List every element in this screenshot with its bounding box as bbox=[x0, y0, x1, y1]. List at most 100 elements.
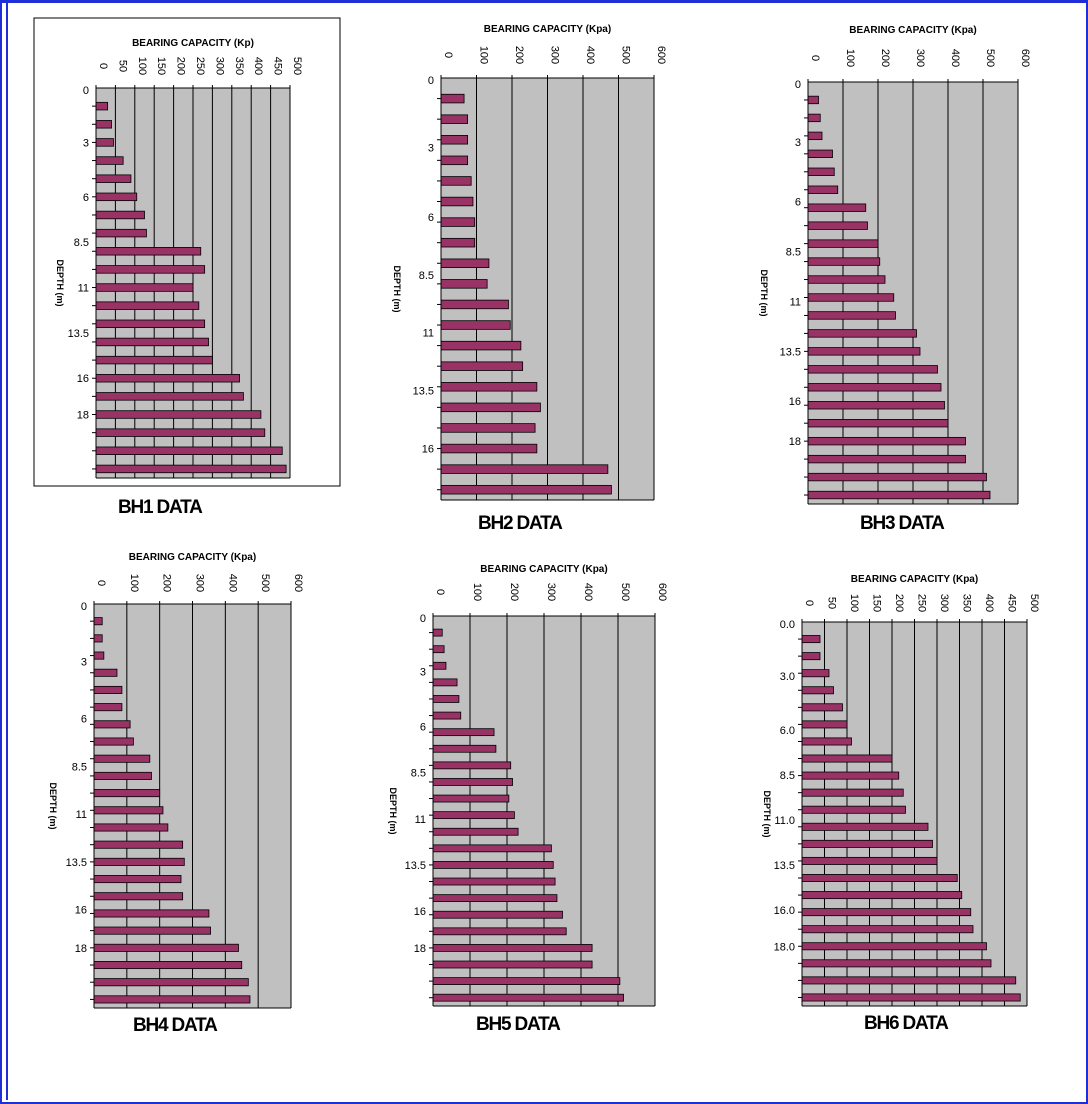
bar bbox=[801, 652, 821, 661]
bar bbox=[807, 365, 938, 374]
bar bbox=[440, 155, 469, 166]
x-tick-label: 600 bbox=[656, 583, 668, 601]
bar bbox=[95, 410, 262, 419]
bar bbox=[432, 927, 567, 936]
bar bbox=[807, 113, 821, 123]
depth-tick-label: 16 bbox=[75, 905, 87, 917]
x-tick-label: 500 bbox=[619, 583, 631, 601]
bar bbox=[432, 894, 558, 903]
bar bbox=[432, 695, 460, 703]
x-tick-label: 100 bbox=[478, 46, 490, 64]
bar bbox=[93, 978, 249, 987]
bar bbox=[807, 472, 987, 482]
bh6-chart: 0 50 100 150 200 250 300 350 400 450 500 BEARING CA… bbox=[762, 574, 1040, 1007]
x-tick-label: 400 bbox=[252, 57, 264, 75]
bar bbox=[807, 383, 942, 392]
bar bbox=[95, 228, 147, 238]
x-tick-label: 200 bbox=[161, 574, 173, 592]
bar bbox=[432, 628, 443, 637]
bar bbox=[807, 275, 886, 284]
bar bbox=[432, 977, 621, 985]
x-tick-label: 500 bbox=[259, 574, 271, 592]
bar bbox=[440, 382, 538, 392]
y-axis-label: DEPTH (m) bbox=[762, 791, 772, 838]
chart-group: 0 100 200 300 400 500 600 BEARING CAPACITY (Kpa… bbox=[388, 564, 668, 1007]
x-tick-label: 100 bbox=[844, 49, 856, 67]
bar bbox=[440, 299, 509, 310]
bh4-label: BH4 DATA bbox=[133, 1015, 218, 1036]
depth-tick-label: 18 bbox=[77, 410, 89, 422]
bar bbox=[801, 874, 958, 882]
bar bbox=[93, 857, 185, 866]
bar bbox=[95, 355, 213, 365]
bar bbox=[432, 861, 554, 869]
y-axis-label: DEPTH (m) bbox=[55, 260, 65, 307]
frame-inner-border bbox=[6, 3, 1086, 1100]
chart-group: 0 50 100 150 200 250 300 350 400 450 500 BEARING CA… bbox=[762, 574, 1040, 1007]
depth-tick-label: 8.5 bbox=[780, 770, 795, 782]
depth-tick-label: 3 bbox=[83, 137, 89, 149]
x-tick-label: 350 bbox=[961, 594, 973, 612]
bar bbox=[95, 446, 283, 455]
x-tick-label: 600 bbox=[655, 46, 667, 64]
chart-title: BEARING CAPACITY (Kp) bbox=[132, 38, 254, 49]
depth-tick-label: 18 bbox=[789, 436, 801, 448]
chart-group: 0 50 100 150 200 250 300 350 400 450 500 BEARING CA… bbox=[33, 17, 341, 487]
bar bbox=[95, 337, 209, 347]
depth-tick-label: 3 bbox=[795, 137, 801, 149]
x-tick-label: 300 bbox=[213, 57, 225, 75]
bar bbox=[440, 93, 465, 104]
depth-tick-label: 0 bbox=[420, 613, 426, 625]
x-tick-label: 100 bbox=[471, 583, 483, 601]
depth-tick-label: 18 bbox=[75, 943, 87, 955]
bar bbox=[440, 464, 609, 474]
bar bbox=[440, 217, 476, 227]
depth-tick-label: 6 bbox=[83, 192, 89, 204]
bar bbox=[93, 995, 251, 1004]
bar bbox=[440, 402, 541, 413]
x-tick-label: 400 bbox=[983, 594, 995, 612]
bar bbox=[432, 661, 447, 670]
x-tick-label: 100 bbox=[848, 594, 860, 612]
depth-tick-label: 3 bbox=[81, 656, 87, 668]
bar bbox=[95, 319, 206, 329]
x-tick-label: 0 bbox=[442, 52, 454, 58]
depth-tick-label: 6 bbox=[428, 212, 434, 224]
depth-tick-label: 13.5 bbox=[774, 860, 795, 872]
x-tick-label: 100 bbox=[128, 574, 140, 592]
bar bbox=[93, 961, 243, 970]
x-tick-label: 500 bbox=[984, 49, 996, 67]
depth-tick-label: 8.5 bbox=[74, 237, 89, 249]
bar bbox=[93, 806, 164, 815]
bar bbox=[440, 423, 536, 433]
x-tick-label: 400 bbox=[582, 583, 594, 601]
chart-title: BEARING CAPACITY (Kpa) bbox=[480, 564, 607, 575]
bar bbox=[801, 669, 830, 678]
bar bbox=[432, 794, 510, 803]
bar bbox=[801, 856, 938, 865]
bar bbox=[801, 635, 821, 644]
depth-tick-label: 0.0 bbox=[780, 619, 795, 631]
bar bbox=[432, 645, 445, 654]
bar bbox=[95, 428, 266, 437]
bh2-label: BH2 DATA bbox=[478, 513, 563, 534]
bar bbox=[440, 237, 476, 248]
bar bbox=[93, 685, 123, 694]
bar bbox=[93, 668, 118, 677]
chart-title: BEARING CAPACITY (Kpa) bbox=[849, 25, 976, 36]
bar bbox=[807, 419, 949, 428]
bar bbox=[807, 167, 835, 176]
bar bbox=[93, 943, 239, 952]
bar bbox=[807, 401, 945, 410]
x-tick-label: 300 bbox=[194, 574, 206, 592]
bar bbox=[801, 686, 834, 695]
bar bbox=[93, 909, 210, 918]
depth-tick-label: 11 bbox=[423, 328, 434, 340]
depth-tick-label: 18.0 bbox=[774, 941, 795, 953]
x-tick-label: 450 bbox=[1006, 594, 1018, 612]
bar bbox=[801, 942, 987, 951]
depth-tick-label: 8.5 bbox=[72, 761, 87, 773]
bar bbox=[93, 754, 151, 763]
x-tick-label: 50 bbox=[116, 60, 128, 72]
depth-tick-label: 16 bbox=[77, 373, 89, 385]
